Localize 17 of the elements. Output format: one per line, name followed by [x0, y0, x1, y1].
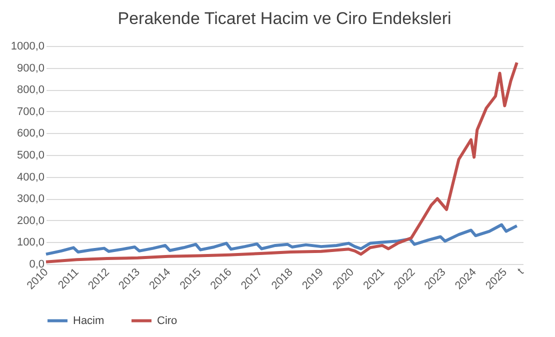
y-tick-label: 0,0	[29, 258, 44, 270]
x-tick-label: t	[516, 266, 526, 277]
line-series	[44, 61, 518, 264]
y-tick-label: 900,0	[16, 62, 44, 74]
y-tick-label: 400,0	[16, 171, 44, 184]
y-tick-label: 800,0	[16, 84, 44, 96]
y-tick-label: 700,0	[16, 106, 44, 118]
legend-label: Hacim	[73, 314, 104, 327]
line-series	[44, 223, 518, 256]
y-tick-label: 200,0	[16, 214, 44, 227]
y-tick-label: 1000,0	[10, 40, 44, 52]
y-tick-label: 600,0	[16, 128, 44, 140]
y-tick-label: 300,0	[16, 193, 44, 206]
legend-label: Ciro	[157, 314, 178, 327]
y-tick-label: 500,0	[16, 150, 44, 162]
y-tick-label: 100,0	[16, 236, 44, 249]
chart-title: Perakende Ticaret Hacim ve Ciro Endeksleri	[118, 9, 452, 28]
